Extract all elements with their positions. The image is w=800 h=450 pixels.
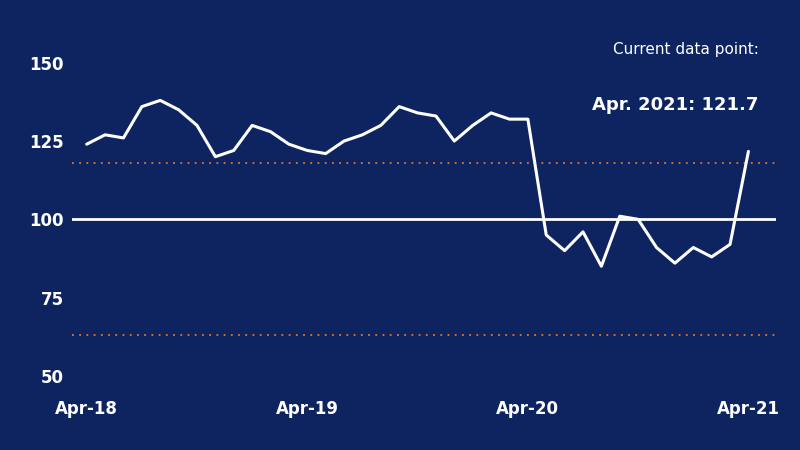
Text: Apr. 2021: 121.7: Apr. 2021: 121.7 — [592, 96, 758, 114]
Text: Current data point:: Current data point: — [613, 42, 758, 57]
